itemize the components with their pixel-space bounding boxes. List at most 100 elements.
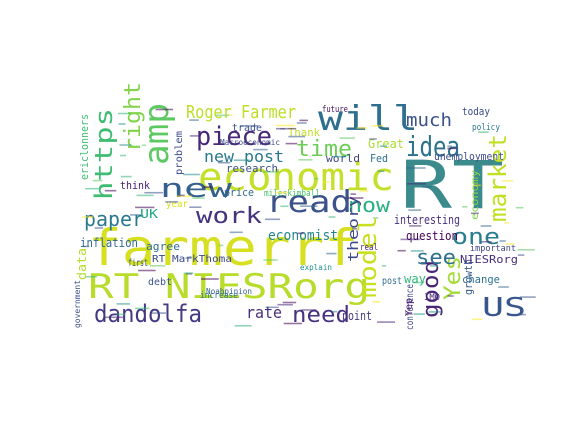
tiny-word-mark: [326, 252, 337, 255]
tiny-word-mark: [297, 232, 304, 235]
cloud-word: year: [166, 199, 188, 210]
tiny-word-mark: [150, 265, 166, 267]
cloud-word: ericlonners: [78, 114, 91, 180]
tiny-word-mark: [240, 125, 259, 127]
tiny-word-mark: [298, 159, 313, 161]
cloud-word: increase: [200, 291, 238, 301]
cloud-word: amp: [137, 103, 177, 165]
cloud-word: Yep: [404, 298, 415, 316]
cloud-word: way: [404, 272, 426, 286]
cloud-word: piece: [196, 122, 272, 152]
tiny-word-mark: [379, 145, 387, 147]
tiny-word-mark: [412, 281, 425, 284]
tiny-filler-words: [82, 108, 536, 327]
tiny-word-mark: [201, 278, 219, 280]
cloud-word: new post: [204, 147, 284, 166]
tiny-word-mark: [118, 123, 126, 125]
tiny-word-mark: [83, 245, 90, 248]
cloud-word: NIESRorg: [460, 253, 518, 266]
tiny-word-mark: [130, 214, 141, 216]
cloud-word: think: [120, 179, 150, 192]
cloud-word: Roger Farmer: [186, 102, 296, 123]
tiny-word-mark: [409, 225, 422, 227]
cloud-word: RT MarkThoma: [152, 254, 232, 265]
tiny-word-mark: [144, 191, 164, 194]
tiny-word-mark: [120, 175, 132, 178]
tiny-word-mark: [276, 127, 296, 130]
tiny-word-mark: [119, 154, 126, 157]
tiny-word-mark: [142, 144, 147, 147]
tiny-word-mark: [476, 166, 481, 169]
cloud-word: Fed: [370, 152, 388, 165]
cloud-word: one: [452, 225, 500, 250]
cloud-word: price: [224, 186, 254, 199]
tiny-word-mark: [314, 177, 319, 180]
cloud-word: today: [462, 105, 490, 118]
tiny-word-mark: [299, 119, 308, 122]
cloud-word: new: [160, 174, 233, 204]
tiny-word-mark: [82, 216, 94, 218]
tiny-word-mark: [183, 173, 200, 176]
tiny-word-mark: [381, 265, 387, 267]
cloud-word: much: [406, 110, 452, 131]
tiny-word-mark: [377, 321, 395, 323]
cloud-word: post: [382, 276, 402, 287]
cloud-word: Great: [368, 137, 404, 151]
tiny-word-mark: [356, 127, 368, 129]
cloud-word: Macroeconomic: [220, 138, 280, 147]
tiny-word-mark: [165, 201, 178, 203]
tiny-word-mark: [447, 295, 454, 297]
tiny-word-mark: [322, 181, 330, 183]
cloud-word: model: [354, 216, 382, 298]
cloud-word: data: [75, 248, 89, 280]
tiny-word-mark: [189, 119, 199, 121]
tiny-word-mark: [508, 313, 526, 316]
tiny-word-mark: [369, 138, 377, 140]
cloud-word: world: [326, 152, 360, 165]
tiny-word-mark: [407, 183, 426, 185]
tiny-word-mark: [116, 303, 130, 305]
tiny-word-mark: [462, 206, 468, 208]
tiny-word-mark: [352, 228, 358, 230]
cloud-word: economy: [470, 170, 481, 220]
tiny-word-mark: [119, 144, 132, 146]
tiny-word-mark: [189, 206, 202, 208]
tiny-word-mark: [413, 313, 425, 315]
tiny-word-mark: [218, 244, 224, 247]
tiny-word-mark: [118, 112, 131, 115]
tiny-word-mark: [447, 145, 452, 147]
tiny-word-mark: [328, 216, 336, 218]
tiny-word-mark: [410, 250, 424, 252]
cloud-word: government: [73, 280, 82, 328]
tiny-word-mark: [185, 257, 192, 259]
cloud-word: UK: [140, 207, 159, 221]
tiny-word-mark: [189, 135, 200, 137]
tiny-word-mark: [229, 231, 243, 234]
tiny-word-mark: [280, 205, 289, 208]
cloud-word: economist: [268, 228, 338, 244]
tiny-word-mark: [301, 309, 317, 311]
cloud-word: farmerrf: [88, 219, 358, 277]
tiny-word-mark: [192, 197, 205, 199]
cloud-word: RT: [400, 147, 504, 224]
tiny-word-mark: [472, 184, 481, 187]
tiny-word-mark: [288, 135, 306, 138]
cloud-word: https: [90, 108, 118, 200]
tiny-word-mark: [233, 159, 250, 161]
tiny-word-mark: [515, 206, 524, 209]
cloud-word: point: [342, 309, 372, 323]
tiny-word-mark: [203, 186, 213, 188]
cloud-word: Noahpinion: [206, 287, 252, 296]
tiny-word-mark: [264, 218, 281, 221]
tiny-word-mark: [422, 186, 432, 188]
tiny-word-mark: [136, 194, 154, 197]
tiny-word-mark: [359, 190, 369, 192]
tiny-word-mark: [104, 316, 124, 319]
tiny-word-mark: [498, 286, 509, 288]
tiny-word-mark: [94, 227, 104, 229]
tiny-word-mark: [227, 114, 233, 116]
cloud-word: inflation: [80, 236, 138, 250]
cloud-word: work: [196, 204, 262, 229]
